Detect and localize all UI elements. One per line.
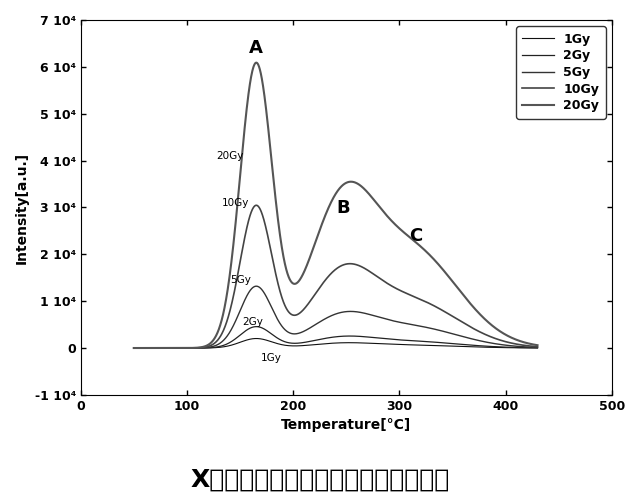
20Gy <box>316 228 323 234</box>
20Gy <box>448 278 456 284</box>
20Gy <box>534 342 541 348</box>
Text: 5Gy: 5Gy <box>230 275 252 285</box>
2Gy <box>448 340 456 346</box>
10Gy <box>522 342 530 348</box>
Text: A: A <box>249 39 263 58</box>
1Gy <box>534 345 541 351</box>
1Gy <box>326 340 334 346</box>
2Gy <box>522 345 530 351</box>
5Gy <box>326 313 334 319</box>
2Gy <box>326 334 334 340</box>
10Gy <box>522 342 530 348</box>
5Gy <box>253 283 260 289</box>
10Gy <box>448 313 456 319</box>
5Gy <box>316 319 323 325</box>
1Gy <box>130 345 138 351</box>
20Gy <box>253 60 260 66</box>
10Gy <box>150 345 158 351</box>
X-axis label: Temperature[°C]: Temperature[°C] <box>281 418 412 432</box>
5Gy <box>448 331 456 336</box>
Text: 2Gy: 2Gy <box>242 317 263 327</box>
10Gy <box>534 344 541 350</box>
Line: 5Gy: 5Gy <box>134 286 538 348</box>
20Gy <box>150 345 158 351</box>
Text: 10Gy: 10Gy <box>222 198 250 208</box>
Y-axis label: Intensity[a.u.]: Intensity[a.u.] <box>15 152 29 263</box>
Text: 1Gy: 1Gy <box>261 353 282 363</box>
2Gy <box>252 324 260 330</box>
20Gy <box>522 340 530 346</box>
5Gy <box>150 345 158 351</box>
1Gy <box>522 345 530 351</box>
5Gy <box>522 344 530 350</box>
10Gy <box>253 202 260 208</box>
Text: C: C <box>409 227 422 245</box>
Line: 10Gy: 10Gy <box>134 205 538 348</box>
5Gy <box>522 344 530 350</box>
1Gy <box>150 345 158 351</box>
2Gy <box>534 345 541 351</box>
2Gy <box>316 336 323 342</box>
Text: 20Gy: 20Gy <box>217 151 244 161</box>
20Gy <box>326 201 334 207</box>
1Gy <box>252 335 260 341</box>
Line: 20Gy: 20Gy <box>134 63 538 348</box>
Line: 1Gy: 1Gy <box>134 338 538 348</box>
2Gy <box>150 345 158 351</box>
Text: X線に対するグロー曲線の線量応答性: X線に対するグロー曲線の線量応答性 <box>190 468 450 492</box>
20Gy <box>130 345 138 351</box>
Line: 2Gy: 2Gy <box>134 327 538 348</box>
5Gy <box>130 345 138 351</box>
20Gy <box>522 340 530 346</box>
2Gy <box>130 345 138 351</box>
1Gy <box>522 345 530 351</box>
5Gy <box>534 344 541 350</box>
Text: B: B <box>336 199 350 217</box>
10Gy <box>326 271 334 277</box>
1Gy <box>448 343 456 349</box>
2Gy <box>522 345 530 351</box>
10Gy <box>316 285 323 291</box>
1Gy <box>316 341 323 347</box>
10Gy <box>130 345 138 351</box>
Legend: 1Gy, 2Gy, 5Gy, 10Gy, 20Gy: 1Gy, 2Gy, 5Gy, 10Gy, 20Gy <box>516 26 605 119</box>
